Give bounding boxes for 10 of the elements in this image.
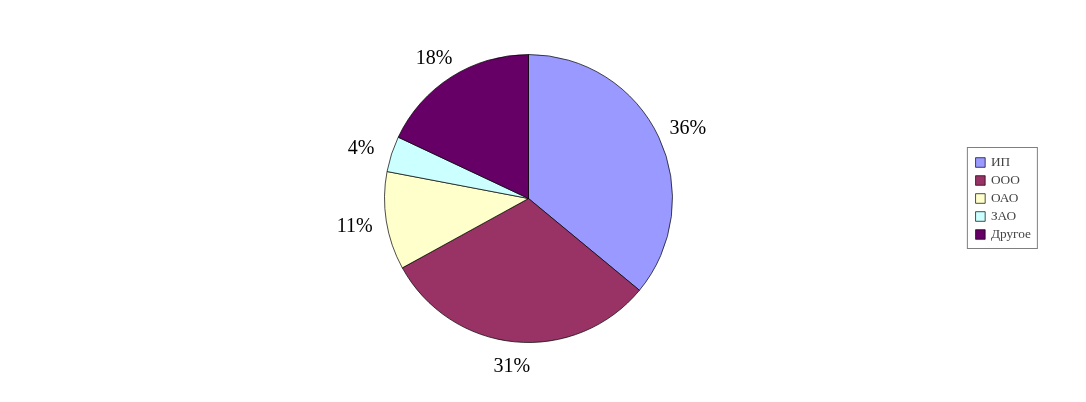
data-label: 36% <box>669 116 707 139</box>
data-label: 31% <box>493 353 531 376</box>
legend-label: ЗАО <box>990 208 1017 224</box>
data-label: 11% <box>336 213 373 236</box>
legend-label: ОАО <box>990 190 1019 206</box>
legend-label: Другое <box>990 226 1031 242</box>
legend-label: ООО <box>990 172 1020 188</box>
data-label: 18% <box>415 46 453 69</box>
data-label: 4% <box>347 135 375 158</box>
legend-label: ИП <box>990 154 1011 170</box>
